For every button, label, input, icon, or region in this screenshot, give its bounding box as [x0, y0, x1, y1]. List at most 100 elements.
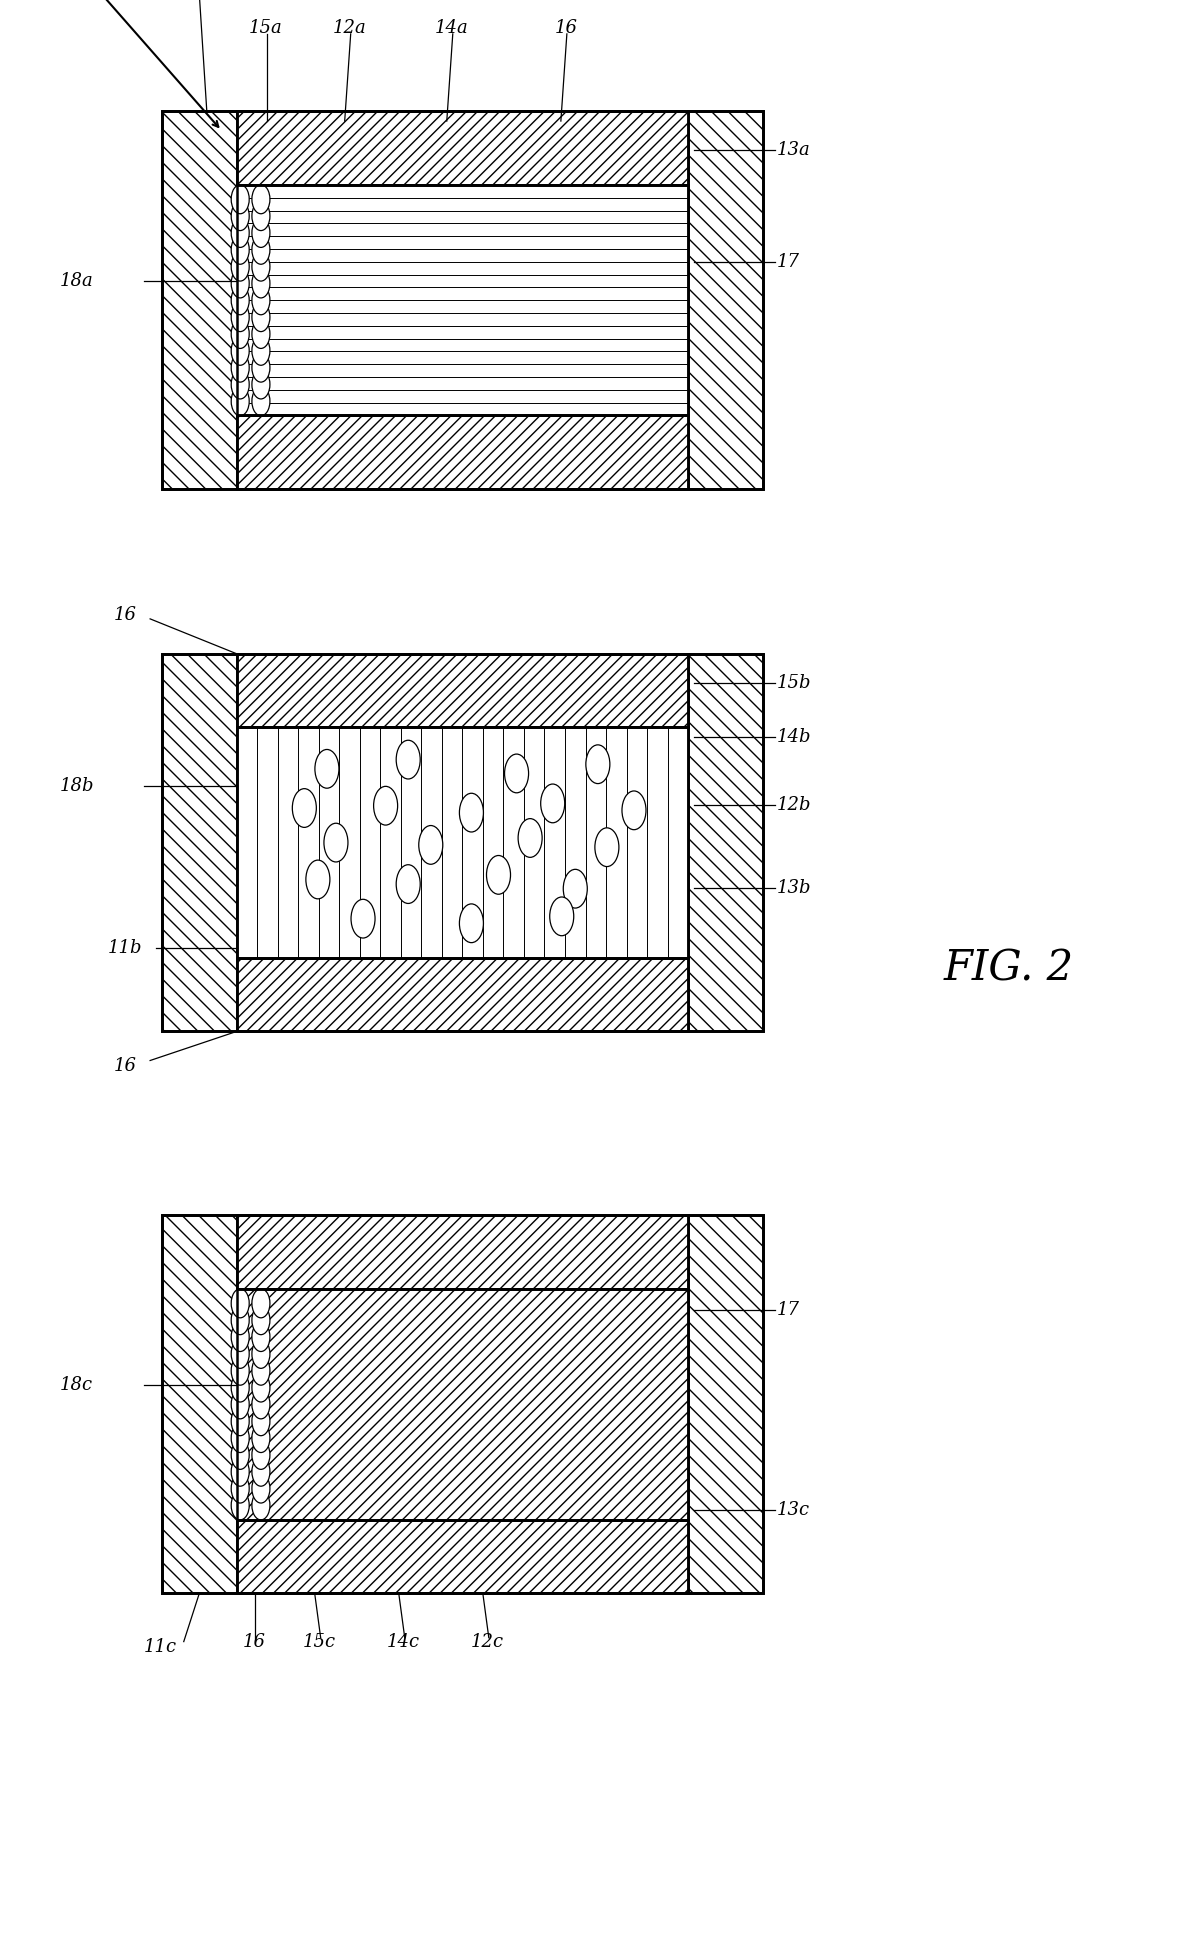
Text: FIG. 2: FIG. 2	[944, 947, 1074, 990]
Bar	[162, 112, 763, 490]
Circle shape	[252, 287, 270, 314]
Circle shape	[232, 219, 250, 248]
Circle shape	[232, 269, 250, 298]
Circle shape	[586, 746, 610, 784]
Text: 12c: 12c	[471, 1633, 504, 1650]
Circle shape	[252, 370, 270, 399]
Text: 16: 16	[114, 1058, 137, 1075]
Circle shape	[594, 827, 619, 866]
Circle shape	[232, 1441, 250, 1470]
Circle shape	[550, 897, 574, 936]
Text: 17: 17	[777, 254, 800, 271]
Circle shape	[460, 794, 484, 833]
Circle shape	[252, 387, 270, 416]
Text: 15b: 15b	[777, 674, 812, 692]
Circle shape	[252, 234, 270, 263]
Bar	[237, 112, 688, 186]
Text: 16: 16	[243, 1633, 265, 1650]
Circle shape	[232, 1406, 250, 1435]
Circle shape	[232, 1424, 250, 1453]
Bar	[237, 728, 688, 959]
Circle shape	[252, 353, 270, 382]
Circle shape	[252, 1491, 270, 1521]
Text: 15a: 15a	[249, 19, 282, 37]
Bar	[237, 416, 688, 490]
Circle shape	[232, 387, 250, 416]
Circle shape	[504, 753, 528, 792]
Circle shape	[518, 819, 542, 858]
Circle shape	[232, 302, 250, 331]
Text: 13c: 13c	[777, 1501, 811, 1519]
Bar	[237, 112, 688, 186]
Circle shape	[232, 1306, 250, 1335]
Circle shape	[232, 1474, 250, 1503]
Text: 16: 16	[555, 19, 578, 37]
Circle shape	[232, 320, 250, 349]
Circle shape	[460, 905, 484, 943]
Circle shape	[252, 1306, 270, 1335]
Circle shape	[232, 1288, 250, 1317]
Bar	[162, 112, 237, 490]
Bar	[162, 1216, 763, 1592]
Bar	[237, 655, 688, 728]
Circle shape	[232, 201, 250, 231]
Text: 12a: 12a	[333, 19, 366, 37]
Circle shape	[396, 740, 420, 779]
Text: 15c: 15c	[303, 1633, 336, 1650]
Bar	[162, 655, 237, 1032]
Text: 11c: 11c	[144, 1639, 178, 1656]
Circle shape	[622, 790, 646, 829]
Circle shape	[232, 1491, 250, 1521]
Circle shape	[252, 320, 270, 349]
Circle shape	[252, 201, 270, 231]
Bar	[237, 728, 688, 959]
Bar	[237, 1290, 688, 1519]
Text: 18b: 18b	[60, 777, 95, 794]
Circle shape	[232, 1338, 250, 1368]
Circle shape	[396, 864, 420, 903]
Circle shape	[324, 823, 348, 862]
Circle shape	[252, 337, 270, 366]
Bar	[237, 655, 688, 728]
Text: 14c: 14c	[387, 1633, 420, 1650]
Circle shape	[252, 1474, 270, 1503]
Bar	[237, 1216, 688, 1290]
Circle shape	[306, 860, 330, 899]
Circle shape	[232, 1457, 250, 1486]
Circle shape	[252, 1441, 270, 1470]
Circle shape	[232, 252, 250, 281]
Circle shape	[232, 337, 250, 366]
Bar	[237, 1216, 688, 1290]
Text: 14b: 14b	[777, 728, 812, 746]
Text: 14a: 14a	[435, 19, 468, 37]
Circle shape	[232, 370, 250, 399]
Circle shape	[563, 870, 587, 908]
Circle shape	[252, 1457, 270, 1486]
Circle shape	[292, 788, 316, 827]
Circle shape	[252, 1424, 270, 1453]
Circle shape	[252, 184, 270, 213]
Bar	[237, 1519, 688, 1592]
Text: 13a: 13a	[777, 141, 811, 159]
Circle shape	[252, 1373, 270, 1402]
Circle shape	[419, 825, 443, 864]
Circle shape	[232, 1323, 250, 1352]
Circle shape	[252, 1338, 270, 1368]
Bar	[688, 655, 763, 1032]
Circle shape	[252, 269, 270, 298]
Bar	[237, 959, 688, 1032]
Text: 16: 16	[114, 606, 137, 624]
Circle shape	[315, 750, 339, 788]
Circle shape	[374, 786, 398, 825]
Text: 18a: 18a	[60, 273, 94, 291]
Circle shape	[252, 1406, 270, 1435]
Circle shape	[232, 1356, 250, 1385]
Circle shape	[540, 784, 564, 823]
Circle shape	[232, 184, 250, 213]
Circle shape	[486, 856, 510, 895]
Text: 17: 17	[777, 1302, 800, 1319]
Circle shape	[232, 353, 250, 382]
Text: 11b: 11b	[108, 939, 143, 957]
Bar	[688, 1216, 763, 1592]
Circle shape	[252, 1323, 270, 1352]
